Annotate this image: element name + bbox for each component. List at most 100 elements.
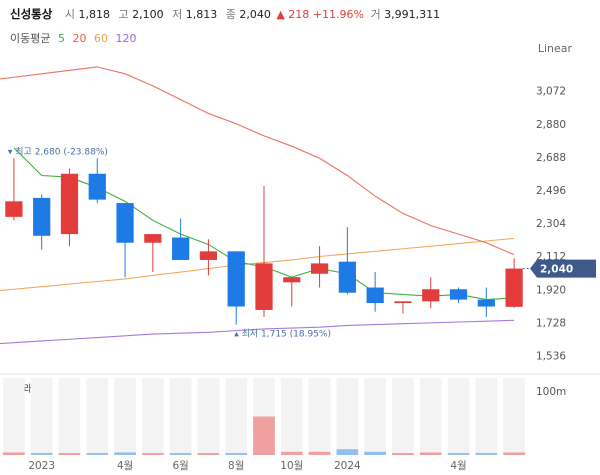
volume-bg-bar [308, 378, 331, 455]
ma-120-label: 120 [115, 32, 137, 45]
volume-bar [447, 453, 470, 455]
candle-body [199, 251, 218, 260]
y-tick-label: 2,688 [536, 152, 566, 164]
volume-tick-label: 100m [536, 386, 566, 398]
ma20-line [0, 66, 515, 256]
candle-body [60, 173, 79, 235]
volume-bar [392, 453, 414, 455]
stock-header: 신성통상 시 1,818 고 2,100 저 1,813 종 2,040 ▲ 2… [10, 6, 442, 22]
high-value: 2,100 [132, 8, 164, 21]
candle-body [88, 173, 106, 200]
volume-bg-bar [392, 378, 414, 455]
candle-body [116, 203, 134, 243]
x-tick-label: 10월 [280, 460, 303, 472]
volume-bg-bar [197, 378, 220, 455]
moving-average-legend[interactable]: 이동평균 5 20 60 120 [10, 30, 140, 46]
ma-5-label: 5 [57, 32, 65, 45]
y-tick-label: 1,536 [536, 350, 566, 362]
volume-bg-bar [169, 378, 192, 455]
candle-body [283, 277, 301, 283]
candle-body [422, 289, 440, 302]
volume-bg-bar [419, 378, 442, 455]
volume-bg-bar [336, 378, 359, 455]
min-price-annotation: ▴ 최저 1,715 (18.95%) [234, 329, 331, 340]
x-tick-label: 6월 [172, 460, 188, 472]
low-label: 저 [172, 8, 183, 21]
volume-bar [225, 453, 248, 455]
close-label: 종 [225, 8, 236, 21]
high-label: 고 [118, 8, 129, 21]
candle-body [449, 289, 468, 300]
ma-60-label: 60 [93, 32, 108, 45]
candle-body [310, 263, 329, 274]
y-tick-label: 1,728 [536, 317, 566, 329]
candle-body [227, 251, 245, 307]
volume-bg-bar [3, 378, 25, 455]
ma-title: 이동평균 [10, 32, 51, 45]
volume-bg-bar [114, 378, 136, 455]
volume-bar [419, 452, 442, 455]
volume-bar [86, 453, 109, 455]
y-tick-label: 2,880 [536, 119, 566, 131]
volume-bar [475, 453, 498, 455]
candle-body [33, 197, 51, 236]
volume-bar [30, 453, 53, 455]
volume-bar [280, 451, 303, 455]
volume-bg-bar [503, 378, 525, 455]
change-value: 218 [288, 8, 310, 21]
volume-bar [3, 452, 25, 455]
volume-bar [142, 453, 164, 455]
change-up-icon: ▲ [276, 8, 285, 21]
volume-bar [114, 452, 136, 455]
x-tick-label: 8월 [228, 460, 244, 472]
volume-bar [503, 452, 525, 455]
volume-bar [169, 453, 192, 455]
open-label: 시 [64, 8, 75, 21]
close-value: 2,040 [239, 8, 271, 21]
volume-bg-bar [142, 378, 164, 455]
volume-value: 3,991,311 [384, 8, 441, 21]
candle-body [144, 234, 162, 243]
candle-body [338, 261, 356, 293]
max-price-annotation: ▾ 최고 2,680 (-23.88%) [8, 146, 108, 157]
volume-bg-bar [58, 378, 81, 455]
volume-bg-bar [86, 378, 109, 455]
volume-label: 거 [370, 8, 381, 21]
ma120-line [0, 319, 515, 345]
volume-bar [58, 453, 81, 455]
candle-body [255, 263, 273, 310]
x-tick-label: 2024 [334, 460, 361, 472]
ma-20-label: 20 [72, 32, 87, 45]
y-tick-label: 2,496 [536, 185, 566, 197]
stock-name: 신성통상 [10, 7, 53, 21]
volume-bg-bar [447, 378, 470, 455]
volume-bar [253, 416, 275, 455]
change-pct: +11.96% [312, 8, 364, 21]
x-tick-label: 4월 [117, 460, 133, 472]
candle-body [477, 299, 495, 307]
volume-bg-bar [475, 378, 498, 455]
current-price-tag [530, 259, 596, 278]
candle-body [172, 237, 190, 260]
candle-body [505, 268, 523, 307]
volume-bar [336, 449, 359, 455]
current-price-label: 2,040 [540, 264, 573, 276]
scale-toggle-button[interactable]: Linear [537, 42, 572, 55]
candle-body [5, 201, 23, 217]
x-tick-label: 4월 [450, 460, 466, 472]
candle-body [394, 301, 412, 304]
volume-bg-bar [364, 378, 386, 455]
y-tick-label: 3,072 [536, 86, 566, 98]
y-tick-label: 1,920 [536, 284, 566, 296]
x-tick-label: 2023 [28, 460, 55, 472]
volume-bar [364, 451, 386, 455]
volume-bar [197, 453, 220, 455]
low-value: 1,813 [185, 8, 218, 21]
volume-bg-bar [225, 378, 248, 455]
candle-body [366, 287, 384, 304]
volume-bg-bar [30, 378, 53, 455]
y-tick-label: 2,304 [536, 218, 566, 230]
volume-bg-bar [280, 378, 303, 455]
volume-bar [308, 451, 331, 455]
